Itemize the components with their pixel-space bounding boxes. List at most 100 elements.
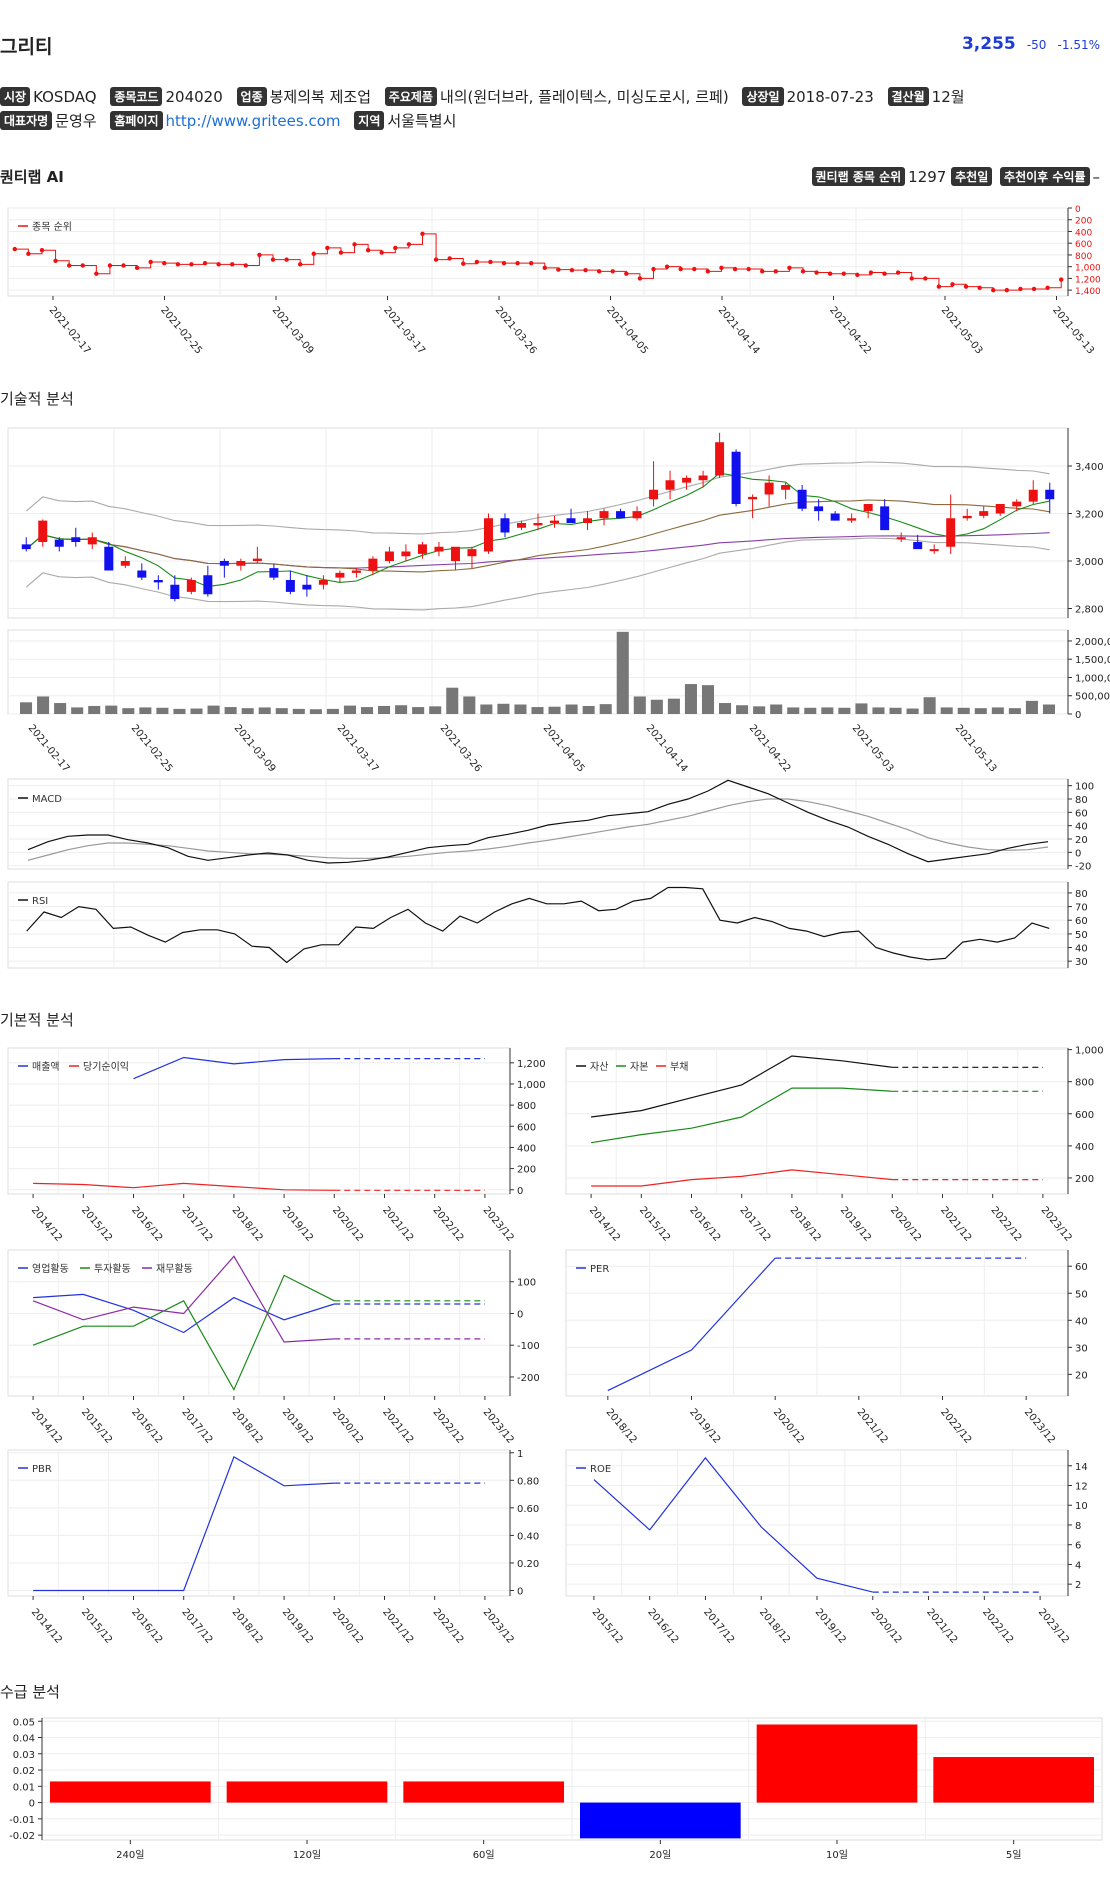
revenue-y-tick-label: 1,000 [517, 1080, 546, 1091]
candle-body [814, 506, 824, 512]
cashflow-y-tick-label: -100 [517, 1341, 540, 1352]
cashflow-y-tick-label: 0 [517, 1309, 523, 1320]
rank-data-point [909, 276, 914, 281]
volume-bar [20, 702, 33, 714]
market-tag: 시장 [0, 87, 31, 106]
volume-bar [548, 706, 561, 714]
rank-y-tick-label: 1,400 [1075, 287, 1101, 297]
rank-data-point [420, 231, 425, 237]
rank-data-point [393, 245, 398, 251]
rank-x-tick-label: 2021-02-17 [47, 305, 93, 357]
volume-bar [872, 707, 885, 714]
volume-bar [684, 684, 697, 714]
rank-data-point [134, 265, 140, 271]
macd-y-tick-label: 100 [1075, 782, 1094, 793]
roe-y-tick-label: 10 [1075, 1501, 1088, 1512]
volume-bar [565, 704, 578, 714]
candle-body [731, 451, 741, 504]
rank-x-tick-label: 2021-03-26 [493, 305, 539, 357]
revenue-y-tick-label: 400 [517, 1143, 536, 1154]
homepage-tag: 홈페이지 [110, 111, 163, 130]
rank-y-tick-label: 0 [1075, 205, 1081, 215]
candle-body [781, 485, 791, 490]
listing-tag: 상장일 [742, 87, 784, 106]
rsi-series-line [26, 886, 1050, 964]
revenue-x-tick-label: 2016/12 [129, 1205, 164, 1244]
rank-data-point [501, 260, 507, 266]
volume-y-tick-label: 1,500,000 [1075, 655, 1110, 666]
rank-data-point [338, 250, 344, 255]
homepage-link[interactable]: http://www.gritees.com [165, 112, 341, 130]
candle-body [137, 570, 147, 578]
rsi-y-tick-label: 60 [1075, 916, 1088, 927]
rank-data-point [787, 265, 792, 271]
supply-y-tick-label: 0.05 [13, 1717, 35, 1728]
balance-x-tick-label: 2020/12 [888, 1205, 923, 1244]
pbr-x-tick-label: 2016/12 [129, 1607, 164, 1646]
per-y-tick-label: 50 [1075, 1289, 1088, 1300]
rsi-y-tick-label: 40 [1075, 944, 1088, 955]
pbr-chart: 0 0.20 0.40 0.60 0.80 1 2014/12 2015/12 2016/12 2… [7, 1449, 539, 1646]
candle-y-tick-label: 3,200 [1075, 510, 1104, 521]
rank-data-point [610, 269, 615, 274]
candle-body [649, 489, 659, 500]
volume-chart: 0 500,000 1,000,000 1,500,000 2,000,000 2021-… [7, 629, 1110, 775]
region-tag: 지역 [354, 111, 385, 130]
pbr-x-tick-label: 2023/12 [481, 1607, 516, 1646]
balance-legend: 자산 자본 부채 [576, 1061, 688, 1073]
fiscal-tag: 결산월 [887, 87, 929, 106]
rank-y-tick-label: 600 [1075, 240, 1092, 250]
per-x-tick-label: 2020/12 [771, 1407, 806, 1446]
rank-legend-label: 종목 순위 [32, 220, 72, 233]
volume-bar [88, 705, 101, 714]
rank-data-point [202, 260, 208, 266]
price-block: 3,255 -50 -1.51% [962, 34, 1100, 54]
volume-bar [37, 696, 50, 714]
balance-y-tick-label: 1,000 [1075, 1046, 1104, 1057]
volume-bar [821, 707, 834, 714]
candle-body [71, 537, 81, 542]
macd-y-tick-label: 80 [1075, 795, 1088, 806]
rank-data-point [26, 251, 31, 256]
roe-y-tick-label: 6 [1075, 1541, 1081, 1552]
supply-x-tick-label: 5일 [1006, 1849, 1022, 1861]
rank-data-point [461, 261, 466, 266]
volume-bar [736, 705, 749, 714]
candle-body [203, 575, 213, 595]
pbr-x-tick-label: 2014/12 [29, 1607, 64, 1646]
revenue-chart: 0 200 400 600 800 1,000 1,200 2014/12 2015/12 201… [7, 1047, 546, 1244]
candle-body [863, 504, 873, 512]
rank-data-point [895, 270, 901, 275]
rsi-chart: 30 40 50 60 70 80 RSI [7, 881, 1088, 969]
volume-bar [667, 698, 680, 714]
rank-data-point [162, 260, 167, 266]
candle-body [153, 580, 163, 583]
per-legend-label: PER [590, 1264, 609, 1275]
candle-body [38, 520, 48, 542]
candle-body [715, 442, 725, 476]
volume-bar [241, 708, 254, 714]
volume-bar [275, 708, 288, 714]
volume-bar [957, 707, 970, 714]
candle-body [269, 568, 279, 578]
rank-data-point [12, 246, 17, 252]
volume-bar [770, 704, 783, 714]
rank-data-point [760, 269, 765, 274]
rank-data-point [1059, 277, 1064, 282]
pbr-y-tick-label: 0.20 [517, 1559, 539, 1570]
balance-series-line [591, 1169, 893, 1187]
rank-data-point [827, 271, 833, 276]
rank-data-point [705, 269, 711, 274]
volume-x-tick-label: 2021-04-05 [541, 723, 587, 775]
supply-x-tick-label: 240일 [116, 1849, 144, 1861]
supply-bar [226, 1781, 388, 1803]
supply-y-tick-label: 0.04 [13, 1734, 35, 1745]
info-row-1: 시장 KOSDAQ 종목코드 204020 업종 봉제의복 제조업 주요제품 내의(원더… [0, 86, 974, 107]
rank-data-point [596, 269, 602, 274]
fiscal-value: 12월 [931, 88, 965, 106]
rank-data-point [379, 250, 384, 255]
volume-bar [71, 707, 84, 714]
rank-y-tick-label: 1,000 [1075, 264, 1101, 274]
volume-bar [224, 707, 237, 714]
rank-data-point [773, 269, 779, 274]
